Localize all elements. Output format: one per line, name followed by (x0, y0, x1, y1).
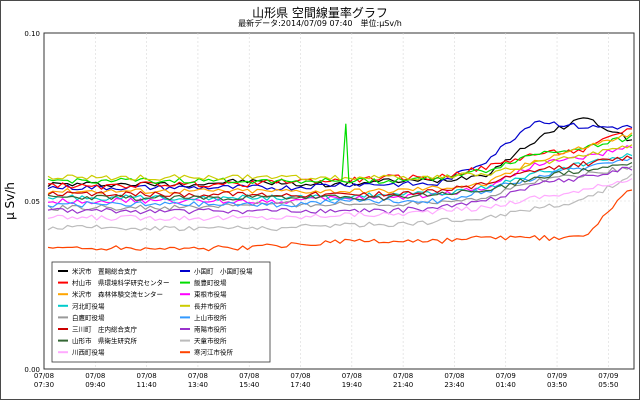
legend-box (51, 261, 271, 363)
series-line (47, 166, 633, 215)
chart-subtitle: 最新データ:2014/07/09 07:40 単位:μSv/h (238, 19, 402, 28)
x-tick-date: 07/09 (598, 372, 618, 380)
series-spike (341, 123, 350, 181)
x-tick-date: 07/08 (188, 372, 208, 380)
series-line (47, 156, 633, 208)
legend-entry: 白鷹町役場 (72, 313, 105, 322)
y-tick-label: 0.00 (24, 366, 40, 374)
series-line (47, 165, 633, 211)
x-tick-time: 21:40 (393, 381, 413, 389)
x-tick-date: 07/09 (496, 372, 516, 380)
legend-entry: 天童市役所 (194, 336, 227, 345)
series-line (47, 173, 633, 232)
x-tick-time: 09:40 (85, 381, 105, 389)
series-line (47, 144, 633, 181)
legend-entry: 小国町 小国町役場 (194, 267, 253, 276)
series-line (47, 189, 633, 252)
x-tick-date: 07/08 (34, 372, 54, 380)
y-tick-label: 0.10 (24, 30, 40, 38)
series-line (47, 155, 633, 198)
x-tick-time: 15:40 (239, 381, 259, 389)
x-tick-date: 07/08 (444, 372, 464, 380)
legend-entry: 村山市 県環境科学研究センター (72, 278, 170, 287)
legend-entry: 南陽市役所 (194, 325, 227, 334)
series-line (47, 120, 633, 191)
y-axis-label: μ Sv/h (3, 182, 17, 220)
x-tick-time: 01:40 (496, 381, 516, 389)
series-line (47, 132, 633, 195)
legend-entry: 寒河江市役所 (194, 348, 234, 357)
legend-entry: 長井市役所 (194, 301, 227, 310)
y-tick-label: 0.05 (24, 198, 40, 206)
x-tick-date: 07/08 (342, 372, 362, 380)
x-tick-time: 19:40 (342, 381, 362, 389)
legend-entry: 三川町 庄内総合支庁 (72, 325, 138, 334)
x-tick-date: 07/08 (239, 372, 259, 380)
series-line (47, 178, 633, 221)
x-tick-date: 07/09 (547, 372, 567, 380)
x-tick-time: 11:40 (137, 381, 157, 389)
x-tick-time: 23:40 (444, 381, 464, 389)
x-tick-time: 05:50 (598, 381, 618, 389)
chart-title: 山形県 空間線量率グラフ (252, 6, 388, 20)
series-line (47, 162, 633, 201)
x-tick-date: 07/08 (85, 372, 105, 380)
legend-entry: 東根市役場 (194, 290, 227, 299)
x-tick-date: 07/08 (137, 372, 157, 380)
legend-entry: 川西町役場 (72, 348, 105, 357)
legend-entry: 飯豊町役場 (194, 278, 227, 287)
legend-entry: 上山市役所 (194, 313, 227, 322)
x-tick-date: 07/08 (393, 372, 413, 380)
legend-entry: 米沢市 置賜総合支庁 (72, 267, 138, 276)
x-tick-time: 17:40 (290, 381, 310, 389)
x-tick-time: 03:50 (547, 381, 567, 389)
legend-entry: 山形市 県衛生研究所 (72, 336, 138, 345)
x-tick-time: 13:40 (188, 381, 208, 389)
legend-entry: 河北町役場 (72, 301, 105, 310)
series-line (47, 134, 633, 185)
x-tick-date: 07/08 (290, 372, 310, 380)
x-tick-time: 07:30 (34, 381, 54, 389)
legend-entry: 米沢市 森林体験交流センター (72, 290, 163, 299)
